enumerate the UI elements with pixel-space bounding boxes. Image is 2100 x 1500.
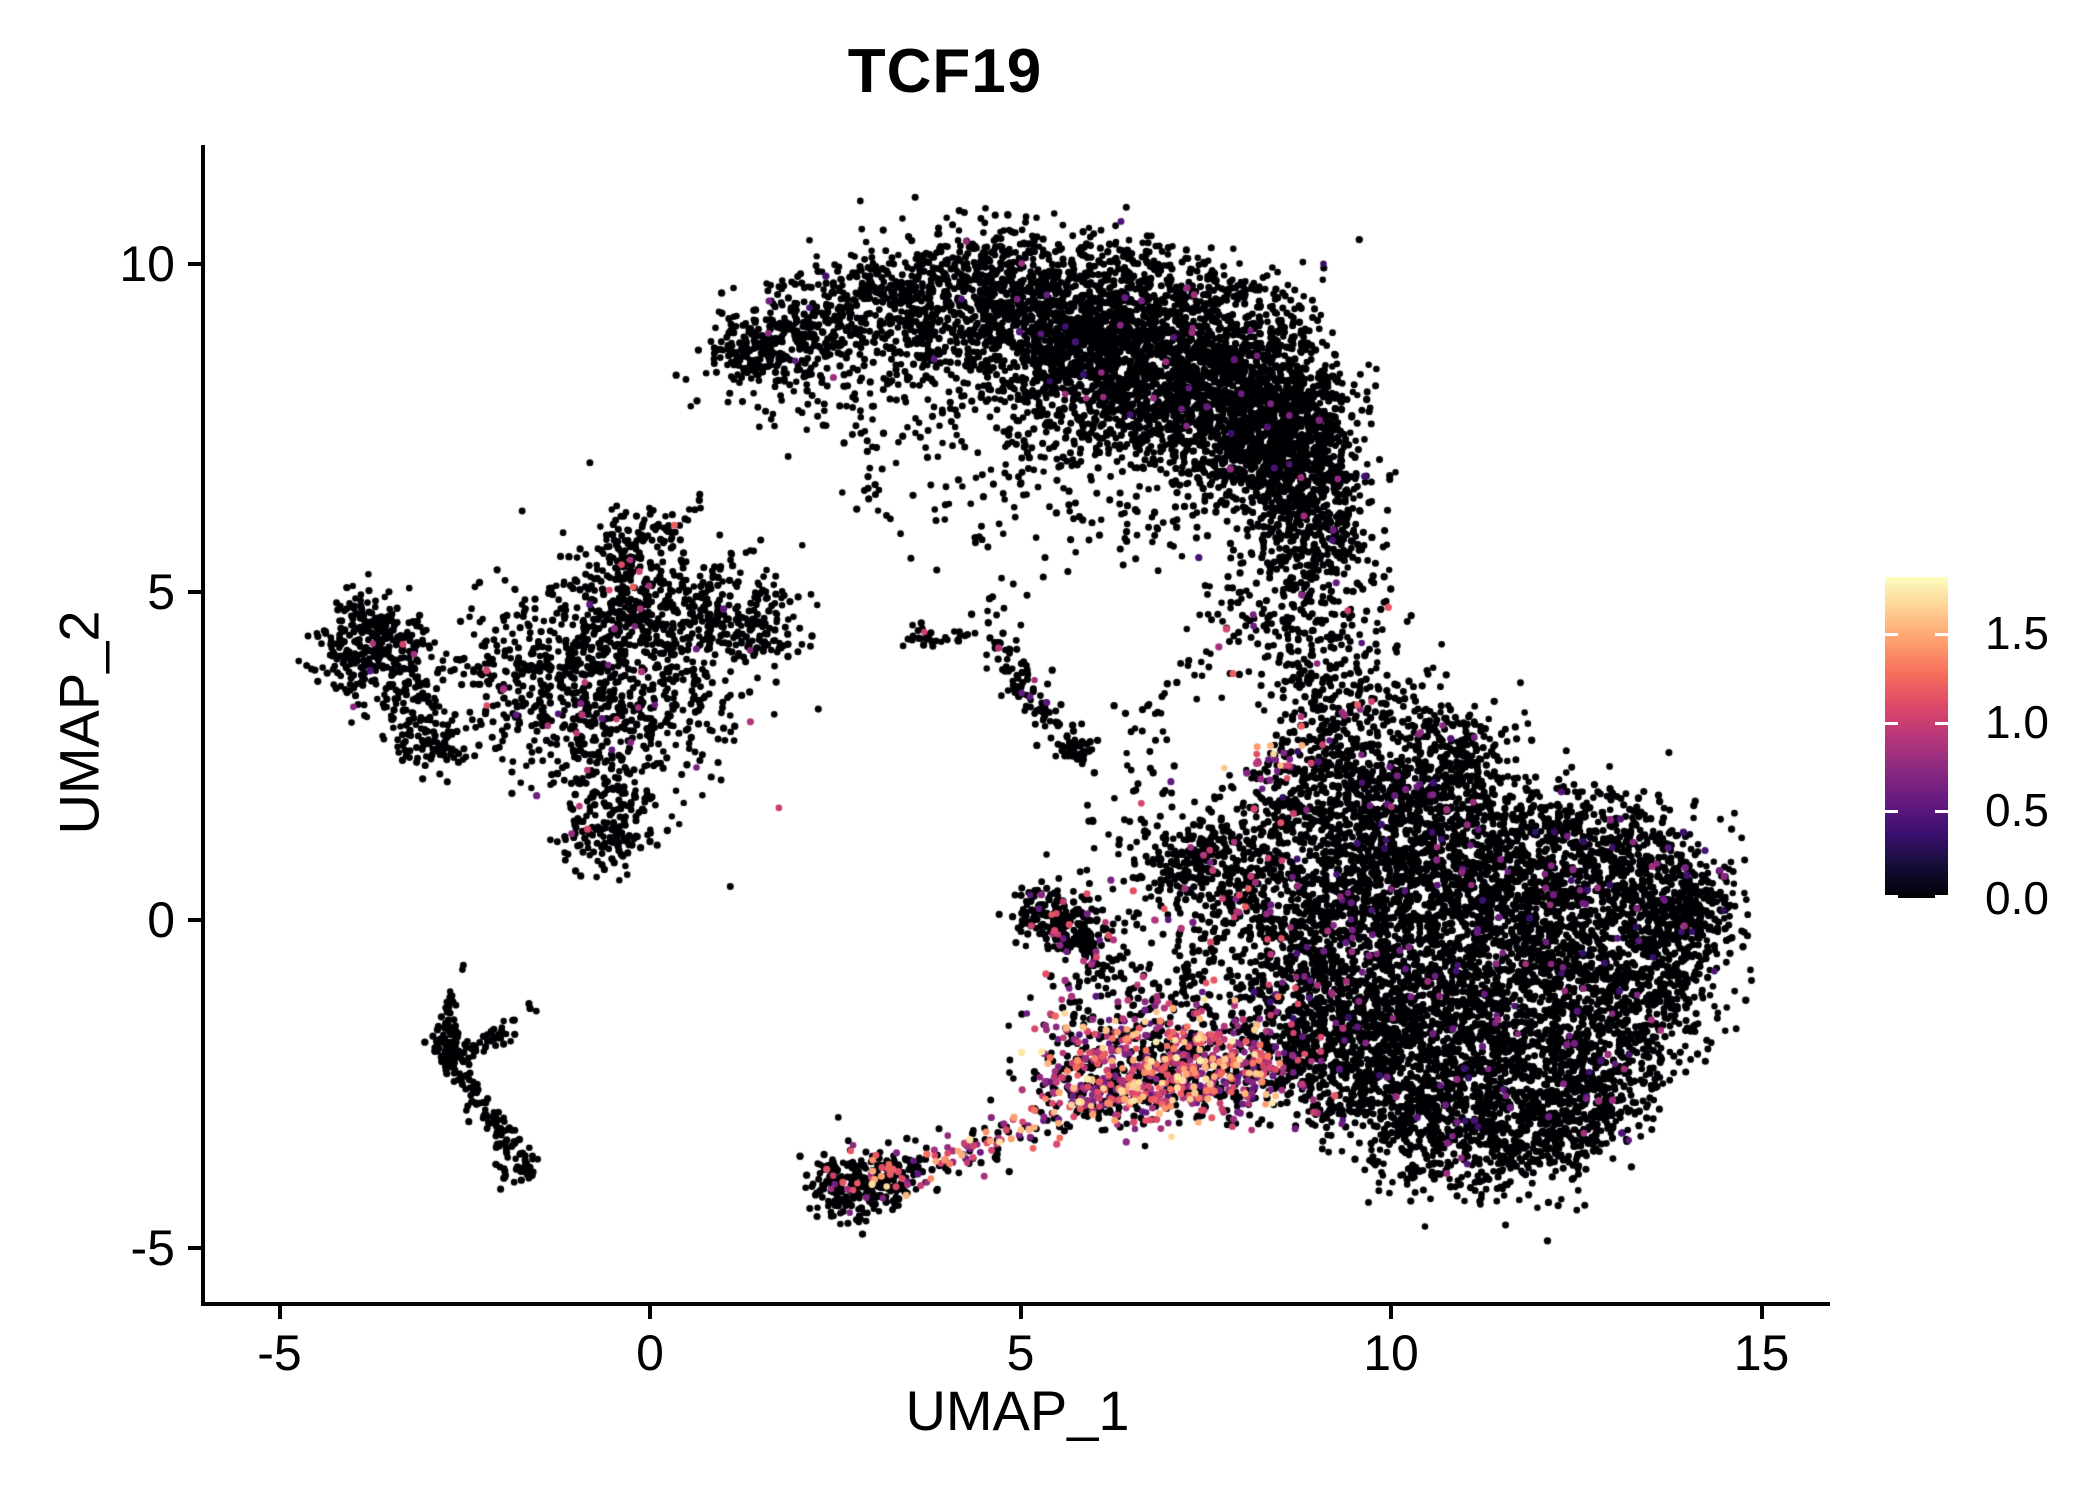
y-tick-mark (188, 262, 201, 266)
x-axis-title: UMAP_1 (905, 1379, 1130, 1442)
x-tick-label: 10 (1363, 1325, 1419, 1381)
y-tick-mark (188, 1246, 201, 1250)
x-tick-label: 15 (1733, 1325, 1790, 1381)
colorbar-tick-label: 0.0 (1985, 872, 2049, 924)
colorbar-tick-label: 1.5 (1985, 607, 2049, 660)
y-tick-label: -5 (130, 1220, 175, 1276)
colorbar-tick-mark (1885, 721, 1898, 725)
colorbar-tick-mark (1935, 721, 1948, 725)
chart-title: TCF19 (847, 37, 1043, 106)
y-tick-mark (188, 590, 201, 594)
colorbar-tick-mark (1885, 809, 1898, 813)
y-tick-label: 0 (147, 892, 175, 948)
colorbar-tick-mark (1935, 895, 1948, 898)
x-tick-mark (648, 1306, 652, 1319)
colorbar-tick-mark (1885, 633, 1898, 637)
colorbar-tick-label: 0.5 (1985, 783, 2049, 836)
y-tick-label: 5 (147, 564, 175, 620)
y-axis-line (201, 145, 205, 1306)
x-tick-label: 5 (1006, 1325, 1035, 1381)
colorbar-tick-label: 1.0 (1985, 695, 2049, 748)
colorbar-tick-mark (1935, 633, 1948, 637)
x-tick-label: 0 (636, 1325, 664, 1381)
x-axis-line (201, 1302, 1830, 1306)
x-tick-mark (1389, 1306, 1393, 1319)
colorbar-gradient (1885, 577, 1948, 898)
y-tick-label: 10 (119, 236, 175, 292)
colorbar-tick-mark (1885, 895, 1898, 898)
y-tick-mark (188, 918, 201, 922)
y-axis-title: UMAP_2 (47, 610, 111, 835)
x-tick-mark (1018, 1306, 1023, 1319)
x-tick-mark (277, 1306, 282, 1319)
x-tick-mark (1759, 1306, 1764, 1319)
x-tick-label: -5 (257, 1325, 302, 1381)
colorbar-tick-mark (1935, 809, 1948, 813)
